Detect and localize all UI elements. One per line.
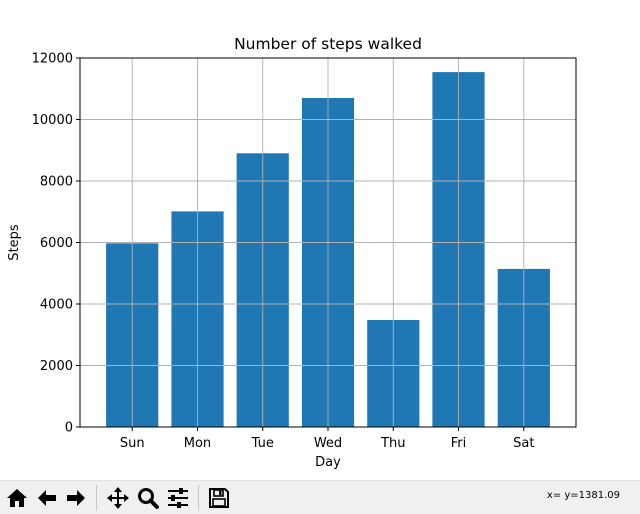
chart-title: Number of steps walked <box>234 35 422 53</box>
y-axis-label: Steps <box>7 224 22 261</box>
x-tick-label: Wed <box>314 436 342 451</box>
pan-button[interactable] <box>104 484 131 511</box>
y-tick-label: 4000 <box>40 298 73 313</box>
forward-arrow-icon <box>66 489 85 506</box>
x-tick-label: Tue <box>251 436 274 451</box>
configure-subplots-icon <box>167 487 188 508</box>
pan-icon <box>106 486 129 509</box>
home-button[interactable] <box>3 484 30 511</box>
figure-canvas: 0 2000 4000 6000 8000 10000 12000 Sun Mon Tue Wed T… <box>7 35 577 470</box>
x-tick-label: Sat <box>513 436 534 451</box>
back-arrow-icon <box>37 489 56 506</box>
x-axis-label: Day <box>315 455 341 470</box>
toolbar-separator <box>198 485 199 511</box>
save-icon <box>208 487 229 508</box>
cursor-coordinates: x= y=1381.09 <box>546 490 620 501</box>
x-tick-label: Thu <box>380 436 405 451</box>
zoom-icon <box>137 487 159 509</box>
y-tick-label: 6000 <box>40 236 73 251</box>
forward-button[interactable] <box>62 484 89 511</box>
y-tick-label: 12000 <box>32 52 73 67</box>
save-button[interactable] <box>205 484 232 511</box>
x-tick-label: Sun <box>120 436 145 451</box>
y-tick-label: 2000 <box>40 359 73 374</box>
x-tick-label: Mon <box>184 436 211 451</box>
y-tick-label: 10000 <box>32 113 73 128</box>
zoom-button[interactable] <box>134 484 161 511</box>
y-tick-label: 0 <box>65 421 73 436</box>
x-tick-label: Fri <box>451 436 467 451</box>
home-icon <box>6 488 27 507</box>
navigation-toolbar: x= y=1381.09 <box>0 480 640 514</box>
configure-subplots-button[interactable] <box>164 484 191 511</box>
bar-chart: 0 2000 4000 6000 8000 10000 12000 Sun Mon Tue Wed T… <box>7 35 577 470</box>
toolbar-separator <box>96 485 97 511</box>
back-button[interactable] <box>33 484 60 511</box>
y-tick-label: 8000 <box>40 175 73 190</box>
